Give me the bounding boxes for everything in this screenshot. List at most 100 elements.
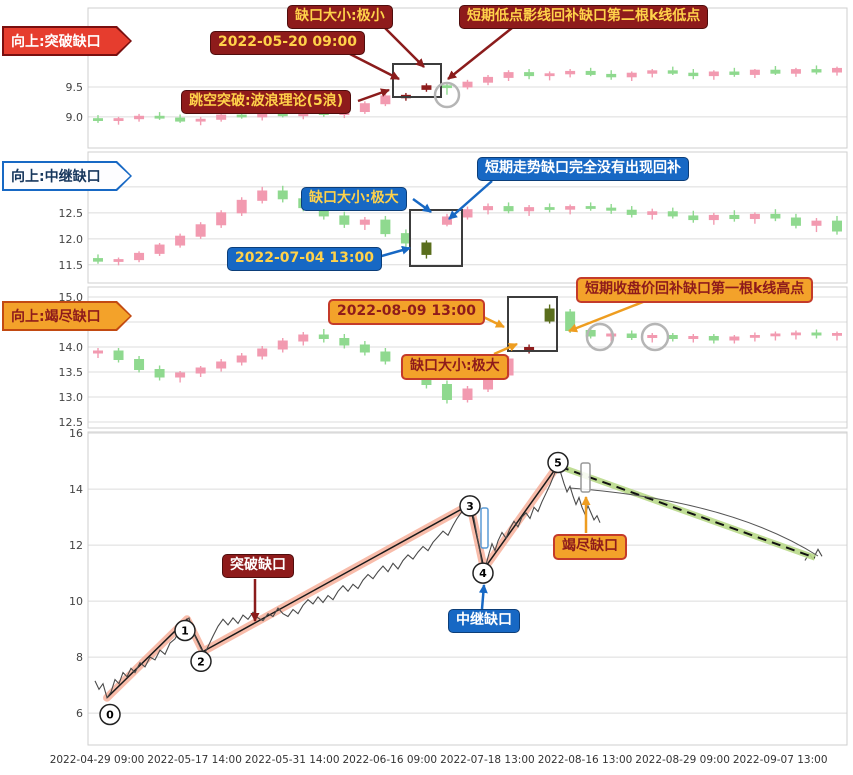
candle-body xyxy=(524,347,535,350)
y-tick-label: 14.0 xyxy=(59,341,84,354)
candle-body xyxy=(832,67,842,73)
panel-border xyxy=(87,151,848,284)
wave-number-circle xyxy=(99,703,121,726)
candle-body xyxy=(277,113,288,117)
candle-body xyxy=(708,336,719,341)
y-tick-label: 14 xyxy=(69,483,83,496)
candle-body xyxy=(749,213,760,220)
candle-body xyxy=(441,216,452,225)
annotation-arrow xyxy=(447,27,513,80)
x-axis-label: 2022-05-31 14:00 xyxy=(245,754,340,766)
candle-body xyxy=(113,350,124,360)
gap-highlight-box xyxy=(392,63,442,98)
candle-body xyxy=(811,69,822,73)
candle-body xyxy=(359,219,370,225)
gap-size-label-p2: 缺口大小:极大 xyxy=(301,187,407,211)
y-tick-label: 12 xyxy=(69,539,83,552)
candle-body xyxy=(421,85,432,90)
badge-arrow: 向上:中继缺口 xyxy=(4,163,130,189)
forecast-dashed-line xyxy=(559,465,816,559)
gap-fill-circle xyxy=(640,322,670,352)
gap-size-label-p1: 缺口大小:极小 xyxy=(287,5,393,29)
no-fill-note-label-p2: 短期走势缺口完全没有出现回补 xyxy=(477,157,689,181)
wave-number-label: 1 xyxy=(181,624,189,637)
gap-date-label-p2: 2022-07-04 13:00 xyxy=(227,247,382,271)
panel-border xyxy=(87,286,848,429)
annotation-arrow xyxy=(384,27,425,68)
candle-body xyxy=(585,206,596,209)
candle-body xyxy=(708,214,719,221)
y-tick-label: 13.5 xyxy=(59,366,84,379)
candle-body xyxy=(175,372,186,378)
runaway-gap-label-p4: 中继缺口 xyxy=(448,609,520,633)
gap-size-label-p3: 缺口大小:极大 xyxy=(401,354,509,380)
badge-label: 向上:突破缺口 xyxy=(11,34,101,50)
y-tick-label: 16 xyxy=(69,427,83,440)
panel-title-exhaustion-gap: 向上:竭尽缺口 xyxy=(2,301,132,331)
y-tick-label: 10 xyxy=(69,595,83,608)
annotation-arrow xyxy=(493,342,518,356)
candle-body xyxy=(832,333,842,336)
candle-body xyxy=(134,359,145,370)
panel-title-breakaway-gap: 向上:突破缺口 xyxy=(2,26,132,56)
candle-body xyxy=(113,118,124,121)
badge-label: 向上:中继缺口 xyxy=(11,169,101,185)
annotation-arrow xyxy=(349,52,400,81)
candle-body xyxy=(688,336,699,339)
candle-body xyxy=(236,199,247,214)
x-axis-label: 2022-05-17 14:00 xyxy=(147,754,242,766)
candle-body xyxy=(93,118,103,121)
candle-body xyxy=(503,206,514,212)
candle-body xyxy=(175,235,186,246)
candle-body xyxy=(667,70,678,74)
candle-body xyxy=(565,70,576,75)
x-axis-label: 2022-06-16 09:00 xyxy=(342,754,437,766)
gap-fill-circle xyxy=(585,322,615,352)
candle-body xyxy=(770,213,781,219)
candle-body xyxy=(195,118,206,122)
candle-body xyxy=(93,258,103,262)
candle-body xyxy=(134,252,145,261)
badge-arrow: 向上:竭尽缺口 xyxy=(4,303,130,329)
candle-body xyxy=(154,244,165,254)
candle-body xyxy=(339,215,350,225)
annotation-arrow xyxy=(357,88,390,103)
candle-body xyxy=(749,69,760,75)
exhaustion-gap-label-p4: 竭尽缺口 xyxy=(553,534,627,560)
candle-body xyxy=(503,72,514,78)
y-tick-label: 12.5 xyxy=(59,207,84,220)
annotation-arrow xyxy=(448,180,493,220)
annotation-arrow xyxy=(568,298,649,333)
candles-panel-3 xyxy=(93,304,842,404)
candle-body xyxy=(626,333,637,338)
y-tick-label: 12.0 xyxy=(59,233,84,246)
candle-body xyxy=(729,214,740,220)
candle-body xyxy=(93,350,103,354)
candle-body xyxy=(277,190,288,200)
gap-highlight-box xyxy=(409,209,463,267)
gap-date-label-p3: 2022-08-09 13:00 xyxy=(328,299,485,325)
candle-body xyxy=(749,335,760,338)
candle-body xyxy=(483,76,494,83)
y-tick-label: 13.0 xyxy=(59,391,84,404)
candle-body xyxy=(606,73,617,78)
candle-body xyxy=(770,69,781,74)
x-axis-label: 2022-09-07 13:00 xyxy=(733,754,828,766)
candle-body xyxy=(462,81,473,88)
fill-note-label-p1: 短期低点影线回补缺口第二根k线低点 xyxy=(459,5,709,29)
candle-body xyxy=(544,308,555,322)
candle-body xyxy=(175,117,186,122)
annotation-arrow xyxy=(412,197,432,214)
projection-arc xyxy=(569,487,819,557)
y-tick-label: 8 xyxy=(76,651,83,664)
wave-number-circle xyxy=(547,451,569,474)
y-tick-label: 15.0 xyxy=(59,291,84,304)
candle-body xyxy=(729,336,740,341)
candle-body xyxy=(277,340,288,350)
candle-body xyxy=(606,207,617,211)
candle-body xyxy=(257,348,268,357)
panel-1-axes: 9.5 9.0 xyxy=(66,7,848,149)
candle-body xyxy=(667,335,678,339)
